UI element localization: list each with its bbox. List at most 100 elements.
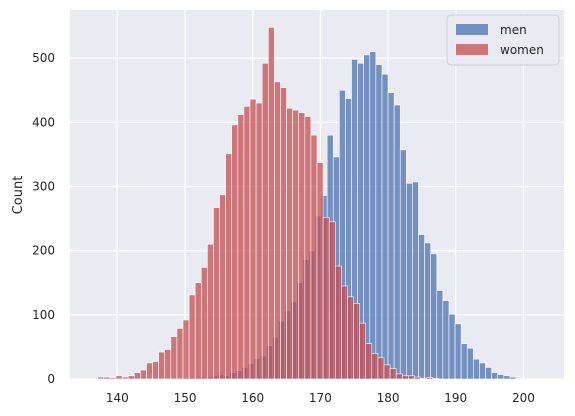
men-bar: [412, 181, 419, 380]
women-bars: [97, 27, 440, 380]
men-bar: [460, 343, 468, 380]
women-bar: [414, 376, 421, 380]
women-bar: [231, 124, 239, 380]
men-bar: [448, 313, 456, 380]
women-bar: [164, 349, 172, 380]
men-bar: [454, 323, 462, 380]
men-bar: [515, 378, 523, 380]
women-bar: [213, 207, 220, 380]
men-bar: [399, 149, 407, 380]
men-bar: [375, 64, 383, 380]
women-bar: [365, 343, 373, 380]
women-bar: [243, 105, 251, 380]
women-bar: [298, 112, 306, 380]
legend: men women: [446, 14, 560, 66]
y-axis-title: Count: [11, 176, 26, 215]
men-bar: [436, 290, 444, 380]
men-bar: [393, 104, 401, 380]
x-tick-label: 150: [174, 391, 197, 405]
women-bar: [261, 62, 269, 380]
men-bar: [430, 253, 438, 380]
women-bar: [328, 221, 336, 380]
women-bar: [267, 27, 275, 380]
women-bar: [383, 364, 391, 380]
women-bar: [420, 378, 427, 380]
x-tick-label: 170: [309, 391, 332, 405]
women-bar: [353, 302, 360, 380]
women-bar: [304, 116, 312, 380]
men-bar: [473, 358, 480, 380]
x-tick-label: 200: [512, 391, 535, 405]
men-bar: [509, 376, 517, 380]
women-bar: [146, 362, 153, 380]
men-bar: [491, 372, 498, 380]
men-bar: [369, 51, 377, 380]
women-bar: [408, 375, 415, 380]
women-bar: [97, 376, 105, 380]
men-bar: [387, 92, 395, 380]
women-bar: [115, 375, 123, 380]
y-tick-labels: 0 100 200 300 400 500: [32, 51, 55, 386]
x-tick-label: 160: [241, 391, 264, 405]
women-bar: [188, 294, 196, 380]
women-bar: [292, 109, 300, 380]
men-bar: [406, 182, 413, 380]
y-tick-label: 500: [32, 51, 55, 65]
men-bar: [479, 362, 486, 380]
women-bar: [207, 243, 214, 380]
women-bar: [127, 375, 135, 380]
women-bar: [347, 296, 354, 380]
women-bar: [109, 377, 117, 380]
men-bar: [503, 375, 511, 380]
women-bar: [286, 107, 293, 380]
men-bar: [466, 347, 474, 380]
women-bar: [103, 376, 111, 380]
legend-swatch-women: [456, 44, 488, 55]
women-bar: [377, 357, 385, 380]
men-bar: [381, 73, 389, 380]
women-bar: [249, 98, 257, 380]
men-bar: [485, 367, 492, 380]
x-tick-label: 190: [444, 391, 467, 405]
men-bar: [424, 242, 431, 380]
women-bar: [359, 322, 367, 380]
women-bar: [255, 102, 263, 380]
women-bar: [194, 282, 202, 380]
women-bar: [274, 81, 281, 380]
legend-swatch-men: [456, 24, 488, 35]
women-bar: [219, 194, 226, 380]
women-bar: [401, 375, 409, 380]
women-bar: [280, 87, 287, 380]
women-bar: [140, 369, 147, 380]
men-bar: [497, 374, 505, 380]
women-bar: [426, 377, 434, 380]
women-bar: [371, 353, 379, 380]
x-tick-labels: 140 150 160 170 180 190 200: [106, 391, 535, 405]
legend-label-men: men: [500, 23, 527, 37]
y-tick-label: 100: [32, 308, 55, 322]
x-tick-label: 140: [106, 391, 129, 405]
women-bar: [310, 134, 318, 380]
women-bar: [432, 378, 440, 380]
women-bar: [121, 376, 129, 380]
women-bar: [395, 373, 403, 380]
women-bar: [237, 114, 245, 380]
women-bar: [341, 285, 348, 380]
legend-label-women: women: [500, 43, 544, 57]
y-tick-label: 400: [32, 115, 55, 129]
women-bar: [316, 162, 324, 380]
women-bar: [152, 361, 159, 380]
women-bar: [133, 372, 141, 380]
men-bar: [418, 234, 425, 380]
women-bar: [322, 216, 330, 380]
x-tick-label: 180: [377, 391, 400, 405]
y-tick-label: 200: [32, 244, 55, 258]
women-bar: [176, 328, 184, 380]
women-bar: [158, 351, 166, 380]
women-bar: [334, 265, 342, 380]
women-bar: [389, 368, 397, 380]
y-tick-label: 300: [32, 179, 55, 193]
women-bar: [182, 319, 190, 380]
women-bar: [200, 267, 208, 380]
